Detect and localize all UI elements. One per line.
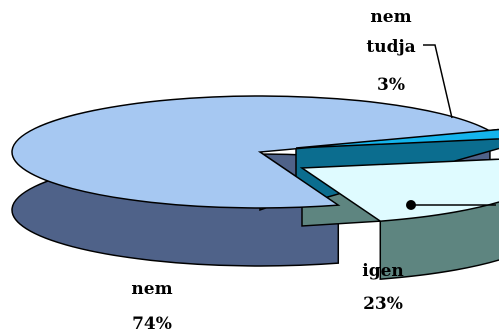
label-nem-percent: 74% bbox=[132, 314, 172, 331]
leader-lines bbox=[406, 44, 496, 210]
leader-dot-igen bbox=[406, 200, 416, 210]
label-nem-tudja-line1: nem bbox=[370, 7, 411, 27]
label-nem: nem bbox=[131, 279, 172, 299]
leader-line-nem-tudja bbox=[423, 44, 453, 119]
label-nem-tudja-percent: 3% bbox=[377, 75, 405, 95]
label-igen: igen bbox=[362, 261, 404, 281]
label-nem-tudja-line2: tudja bbox=[366, 37, 415, 57]
slice-nem bbox=[11, 95, 493, 209]
label-igen-percent: 23% bbox=[363, 294, 403, 314]
slice-nem-tudja bbox=[295, 128, 499, 149]
